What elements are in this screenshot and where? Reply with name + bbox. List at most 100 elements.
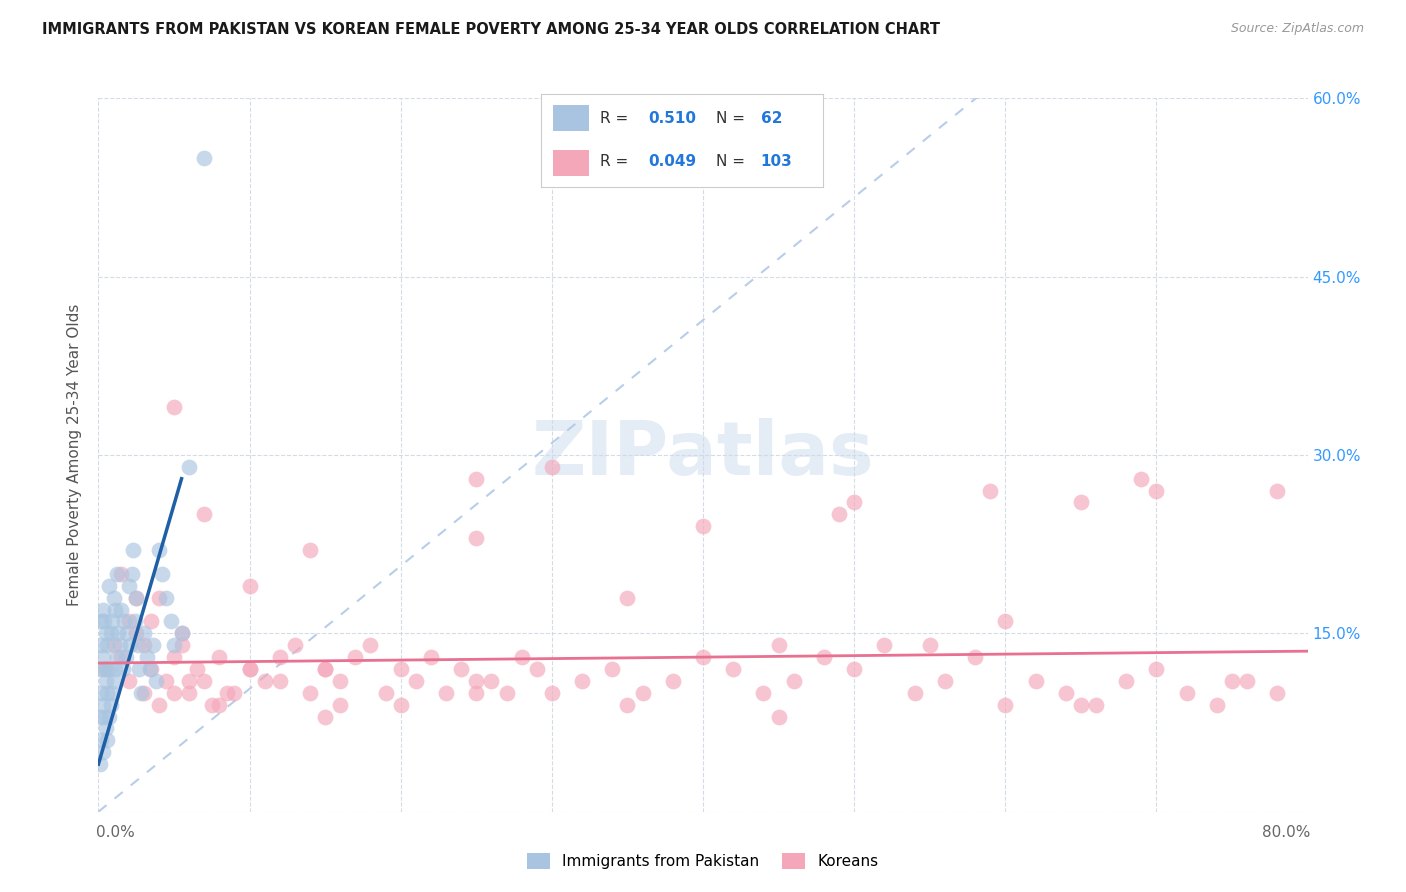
Point — [224, 686, 246, 700]
Point — [121, 566, 143, 581]
Point — [215, 686, 238, 700]
Point — [127, 638, 149, 652]
Point — [201, 698, 224, 712]
Point — [873, 638, 896, 652]
Point — [101, 686, 124, 700]
Text: ZIPatlas: ZIPatlas — [531, 418, 875, 491]
Point — [122, 543, 145, 558]
Point — [360, 638, 382, 652]
Point — [979, 483, 1001, 498]
Point — [150, 566, 173, 581]
Point — [155, 591, 177, 605]
Point — [1085, 698, 1108, 712]
Point — [141, 615, 163, 629]
Point — [299, 543, 322, 558]
Point — [314, 662, 336, 676]
Point — [994, 615, 1017, 629]
Point — [1220, 673, 1243, 688]
Point — [115, 626, 138, 640]
Point — [103, 591, 125, 605]
Point — [170, 626, 193, 640]
Point — [105, 650, 128, 665]
Point — [132, 626, 155, 640]
Point — [125, 591, 148, 605]
Point — [208, 650, 231, 665]
Point — [239, 662, 262, 676]
Point — [118, 673, 141, 688]
Point — [163, 686, 186, 700]
Point — [125, 591, 148, 605]
Point — [193, 508, 215, 522]
Point — [96, 686, 118, 700]
Point — [1070, 495, 1092, 509]
Point — [616, 698, 638, 712]
Point — [465, 686, 488, 700]
Point — [692, 519, 714, 533]
Point — [269, 673, 291, 688]
Point — [120, 638, 142, 652]
Point — [91, 698, 114, 712]
Point — [108, 638, 131, 652]
Text: N =: N = — [716, 111, 749, 126]
Point — [269, 650, 291, 665]
Point — [89, 662, 111, 676]
Bar — [553, 150, 589, 176]
Point — [1267, 483, 1289, 498]
Point — [170, 626, 193, 640]
Point — [1070, 698, 1092, 712]
Point — [540, 686, 562, 700]
Point — [110, 566, 132, 581]
Point — [314, 662, 336, 676]
Point — [179, 673, 201, 688]
Point — [844, 495, 866, 509]
Point — [96, 733, 118, 747]
Point — [631, 686, 654, 700]
Point — [160, 615, 183, 629]
Point — [918, 638, 941, 652]
Point — [1144, 483, 1167, 498]
Point — [118, 579, 141, 593]
Point — [465, 673, 488, 688]
Point — [965, 650, 987, 665]
Point — [299, 686, 322, 700]
Point — [93, 615, 115, 629]
Point — [344, 650, 367, 665]
Point — [465, 531, 488, 545]
Point — [434, 686, 457, 700]
Point — [163, 650, 186, 665]
Point — [94, 626, 117, 640]
Point — [90, 733, 112, 747]
Point — [602, 662, 624, 676]
Point — [540, 459, 562, 474]
Text: 62: 62 — [761, 111, 782, 126]
Point — [193, 151, 215, 165]
Point — [208, 698, 231, 712]
Point — [1115, 673, 1137, 688]
Text: N =: N = — [716, 153, 749, 169]
Point — [723, 662, 745, 676]
Point — [450, 662, 472, 676]
Point — [125, 626, 148, 640]
Point — [662, 673, 685, 688]
Point — [481, 673, 503, 688]
Point — [89, 757, 111, 772]
Text: 0.0%: 0.0% — [96, 825, 135, 839]
Point — [495, 686, 517, 700]
Point — [389, 698, 412, 712]
Point — [768, 638, 790, 652]
Point — [100, 626, 122, 640]
Point — [193, 673, 215, 688]
Point — [329, 698, 352, 712]
Point — [135, 650, 157, 665]
Point — [104, 602, 127, 616]
Point — [752, 686, 775, 700]
Point — [90, 686, 112, 700]
Point — [163, 401, 186, 415]
Legend: Immigrants from Pakistan, Koreans: Immigrants from Pakistan, Koreans — [522, 847, 884, 875]
Point — [100, 698, 122, 712]
Point — [129, 686, 152, 700]
Point — [141, 662, 163, 676]
Point — [844, 662, 866, 676]
Point — [170, 638, 193, 652]
Point — [112, 615, 135, 629]
